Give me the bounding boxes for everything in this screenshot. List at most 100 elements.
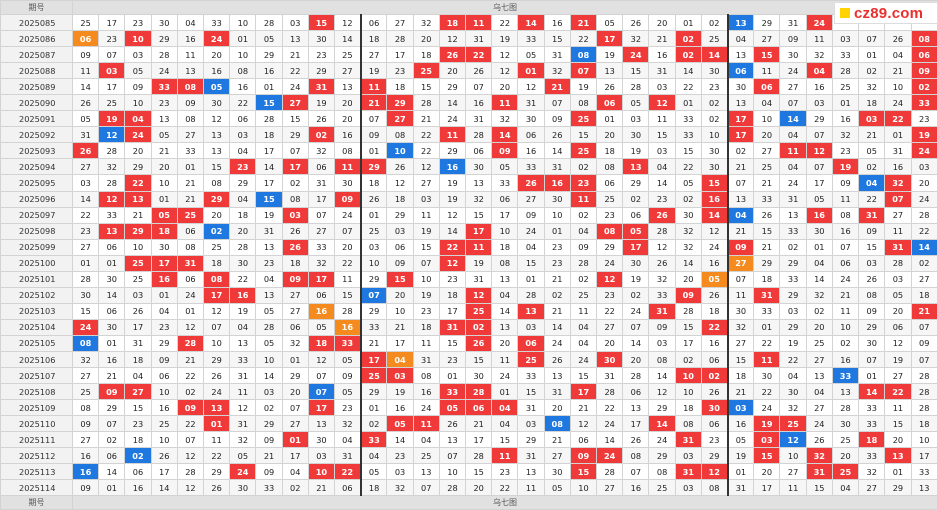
- number-cell: 17: [98, 13, 126, 32]
- number-cell: 28: [910, 399, 938, 417]
- number-cell: 20: [334, 94, 362, 112]
- period-cell: 2025092: [0, 126, 73, 144]
- table-row: 2025108 25 09 27 10 02 24 11 03 20 07 05 29 19 16 33 28 0…: [0, 383, 938, 401]
- period-cell: 2025109: [0, 399, 73, 417]
- number-cell: 32: [805, 286, 833, 304]
- number-cell: 06: [229, 110, 257, 128]
- number-cell: 07: [831, 238, 860, 256]
- number-cell: 31: [124, 334, 152, 352]
- number-cell: 10: [203, 334, 231, 352]
- number-cell: 03: [386, 463, 414, 481]
- number-cell: 20: [596, 126, 624, 144]
- number-cell: 26: [648, 206, 676, 224]
- number-cell: 29: [360, 270, 388, 288]
- number-cell: 20: [543, 399, 571, 417]
- number-cell: 20: [753, 463, 781, 481]
- number-cell: 13: [307, 415, 336, 433]
- number-cell: 16: [334, 318, 362, 336]
- number-cell: 16: [648, 46, 676, 64]
- number-cell: 19: [831, 158, 860, 176]
- number-cell: 24: [412, 399, 440, 417]
- number-cell: 27: [596, 318, 624, 336]
- number-cell: 16: [884, 158, 912, 176]
- number-cell: 24: [910, 142, 938, 160]
- number-cell: 33: [674, 110, 702, 128]
- number-cell: 10: [543, 206, 571, 224]
- number-cell: 17: [307, 399, 336, 417]
- number-cell: 13: [176, 62, 205, 80]
- number-cell: 33: [858, 399, 886, 417]
- number-cell: 05: [622, 222, 650, 240]
- number-cell: 19: [569, 78, 598, 96]
- number-cell: 27: [543, 447, 571, 465]
- number-cell: 07: [805, 126, 833, 144]
- number-cell: 11: [569, 302, 598, 320]
- number-cell: 21: [412, 110, 440, 128]
- number-cell: 08: [700, 479, 729, 497]
- number-cell: 23: [569, 174, 598, 192]
- number-cell: 30: [622, 126, 650, 144]
- number-cell: 23: [98, 30, 126, 48]
- number-cell: 06: [98, 447, 126, 465]
- number-cell: 06: [884, 318, 912, 336]
- number-cell: 21: [884, 62, 912, 80]
- number-cell: 25: [176, 206, 205, 224]
- number-cell: 30: [727, 78, 755, 96]
- number-cell: 05: [203, 78, 231, 96]
- number-cell: 27: [281, 286, 309, 304]
- number-cell: 29: [438, 78, 467, 96]
- number-cell: 13: [229, 334, 257, 352]
- number-cell: 23: [412, 302, 440, 320]
- number-cell: 17: [124, 318, 152, 336]
- number-cell: 22: [124, 174, 152, 192]
- number-cell: 01: [753, 318, 781, 336]
- number-cell: 04: [831, 479, 860, 497]
- number-cell: 11: [884, 222, 912, 240]
- number-cell: 19: [438, 174, 467, 192]
- number-cell: 05: [543, 479, 571, 497]
- number-cell: 11: [334, 270, 362, 288]
- number-cell: 24: [779, 62, 807, 80]
- number-cell: 28: [465, 126, 493, 144]
- number-cell: 03: [910, 158, 938, 176]
- number-cell: 33: [203, 13, 231, 32]
- number-cell: 01: [674, 94, 702, 112]
- number-cell: 33: [517, 158, 545, 176]
- number-cell: 28: [910, 367, 938, 385]
- number-cell: 03: [648, 142, 676, 160]
- number-cell: 01: [98, 334, 126, 352]
- number-cell: 01: [831, 94, 860, 112]
- table-row: 2025093 26 28 20 21 33 13 04 17 07 32 08 01 10 22 29 06 0…: [0, 142, 938, 160]
- number-cell: 04: [884, 46, 912, 64]
- number-cell: 18: [910, 286, 938, 304]
- number-cell: 06: [281, 318, 309, 336]
- number-cell: 11: [648, 110, 676, 128]
- number-cell: 13: [805, 367, 833, 385]
- number-cell: 27: [727, 254, 755, 272]
- number-cell: 26: [517, 174, 545, 192]
- number-cell: 13: [596, 62, 624, 80]
- number-cell: 16: [386, 399, 414, 417]
- number-cell: 27: [307, 222, 336, 240]
- number-cell: 17: [386, 46, 414, 64]
- number-cell: 01: [98, 479, 126, 497]
- number-cell: 05: [700, 270, 729, 288]
- number-cell: 14: [858, 383, 886, 401]
- footer-row: 期号 乌七图: [0, 495, 938, 510]
- number-cell: 09: [71, 479, 100, 497]
- number-cell: 23: [596, 206, 624, 224]
- number-cell: 10: [124, 238, 152, 256]
- number-cell: 13: [622, 158, 650, 176]
- number-cell: 15: [203, 158, 231, 176]
- number-cell: 23: [150, 318, 178, 336]
- number-cell: 13: [203, 142, 231, 160]
- number-cell: 22: [281, 62, 309, 80]
- period-cell: 2025107: [0, 367, 73, 385]
- number-cell: 01: [176, 158, 205, 176]
- number-cell: 11: [334, 158, 362, 176]
- number-cell: 15: [569, 463, 598, 481]
- number-cell: 02: [307, 126, 336, 144]
- number-cell: 15: [412, 78, 440, 96]
- number-cell: 13: [334, 78, 362, 96]
- number-cell: 19: [727, 447, 755, 465]
